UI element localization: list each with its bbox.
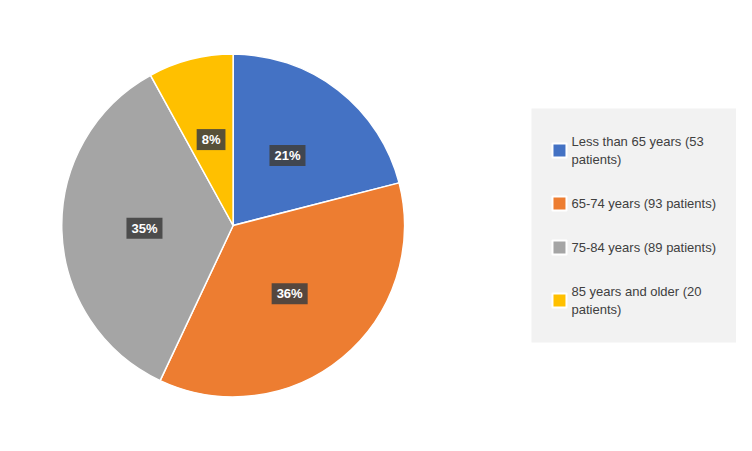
- svg-text:Less than 65 years (53: Less than 65 years (53: [571, 134, 703, 149]
- svg-text:8%: 8%: [202, 132, 221, 147]
- svg-text:35%: 35%: [131, 221, 157, 236]
- svg-text:patients): patients): [571, 302, 621, 317]
- svg-text:65-74 years (93 patients): 65-74 years (93 patients): [571, 196, 716, 211]
- svg-text:21%: 21%: [274, 148, 300, 163]
- svg-text:36%: 36%: [277, 286, 303, 301]
- svg-text:85 years and older (20: 85 years and older (20: [571, 284, 701, 299]
- svg-text:75-84 years (89 patients): 75-84 years (89 patients): [571, 240, 716, 255]
- svg-text:patients): patients): [571, 152, 621, 167]
